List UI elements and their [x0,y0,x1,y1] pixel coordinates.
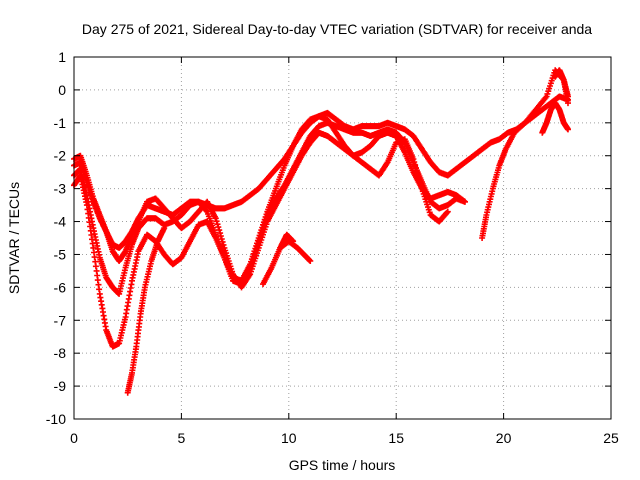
y-tick-label: -1 [54,115,67,131]
y-tick-label: -5 [54,246,67,262]
chart-title: Day 275 of 2021, Sidereal Day-to-day VTE… [82,21,592,37]
data-point [216,227,223,234]
y-tick-label: -2 [54,148,67,164]
y-tick-label: -6 [54,279,67,295]
x-tick-label: 0 [70,430,78,446]
series-3 [71,113,451,350]
data-point [290,238,297,245]
data-point [565,93,571,100]
data-point [203,207,210,214]
y-tick-label: -7 [54,312,67,328]
y-tick-label: 0 [58,82,66,98]
data-point [217,233,224,239]
series-8 [479,67,571,241]
data-point [307,258,314,264]
y-tick-label: -9 [54,378,67,394]
data-point [219,238,226,245]
x-tick-label: 10 [281,430,297,446]
y-axis-ticks: 1 0 -1 -2 -3 -4 -5 -6 -7 -8 -9 -10 [46,49,611,427]
data-point [410,156,417,162]
x-tick-label: 20 [496,430,512,446]
data-point [461,198,468,205]
y-tick-label: -3 [54,181,67,197]
plot-frame [73,56,612,420]
y-tick-label: 1 [58,49,66,65]
data-point [161,225,168,232]
data-point [443,209,450,216]
data-point [565,126,571,133]
series-9 [539,100,571,136]
x-tick-label: 15 [388,430,404,446]
y-axis-label: SDTVAR / TECUs [6,182,22,294]
y-tick-label: -10 [46,411,66,427]
data-point [444,208,451,215]
x-tick-label: 5 [178,430,186,446]
y-tick-label: -8 [54,345,67,361]
data-point [220,241,227,248]
data-point [412,161,419,168]
series-7 [277,231,297,251]
y-tick-label: -4 [54,214,67,230]
x-axis-label: GPS time / hours [289,457,396,473]
data-point [215,224,222,231]
data-point [213,218,220,225]
data-point [565,100,571,107]
data-points [71,67,571,396]
series-5 [124,225,168,396]
series-6 [260,238,314,288]
series-10 [552,67,571,100]
x-tick-label: 25 [603,430,619,446]
x-axis-ticks: 0 5 10 15 20 25 [70,57,619,446]
series-4 [71,129,468,291]
data-point [411,159,418,165]
